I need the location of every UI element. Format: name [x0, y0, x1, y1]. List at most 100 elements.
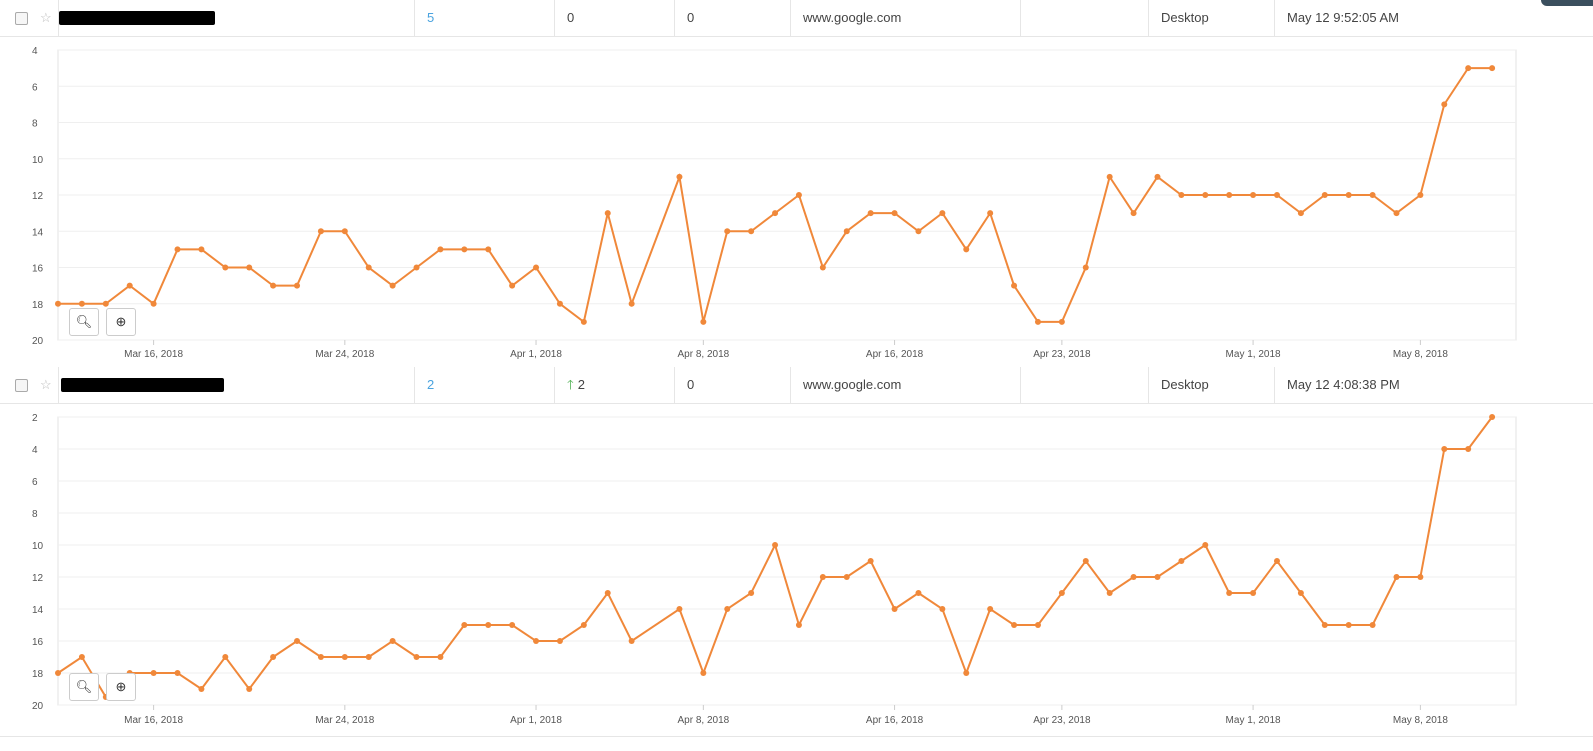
zoom-out-button[interactable]: 🔍︎: [69, 308, 99, 336]
x-tick-label: Apr 16, 2018: [866, 349, 924, 360]
data-point: [843, 574, 850, 580]
data-point: [1465, 65, 1472, 72]
url-cell: [1020, 367, 1148, 403]
zoom-in-button[interactable]: ⊕: [106, 673, 136, 701]
data-point: [1393, 574, 1400, 580]
x-tick-label: Mar 16, 2018: [124, 349, 183, 360]
next-row-partial: [0, 736, 1593, 751]
data-point: [700, 318, 707, 325]
device-cell: Desktop: [1148, 367, 1274, 403]
data-point: [1489, 414, 1496, 420]
data-point: [461, 246, 468, 253]
data-point: [509, 622, 516, 628]
y-tick-label: 6: [32, 477, 38, 488]
data-point: [748, 590, 755, 596]
arrow-up-icon: 🡑: [567, 377, 574, 392]
data-point: [987, 606, 994, 612]
data-point: [1178, 558, 1185, 564]
data-point: [126, 282, 133, 289]
data-point: [915, 590, 922, 596]
data-point: [700, 670, 707, 676]
redacted-keyword: [59, 11, 215, 25]
data-point: [915, 228, 922, 235]
data-point: [1034, 622, 1041, 628]
zoom-out-icon: 🔍︎: [75, 314, 93, 329]
data-point: [1202, 192, 1209, 198]
zoom-out-button[interactable]: 🔍︎: [69, 673, 99, 701]
data-point: [1273, 192, 1280, 198]
y-tick-label: 20: [32, 701, 44, 712]
updated-cell: May 12 9:52:05 AM: [1274, 0, 1593, 36]
data-point: [772, 542, 779, 548]
data-point: [150, 300, 157, 307]
data-point: [819, 264, 826, 271]
y-tick-label: 16: [32, 637, 44, 648]
y-tick-label: 12: [32, 191, 44, 202]
position-cell[interactable]: 5: [414, 0, 554, 36]
data-point: [628, 300, 635, 307]
data-point: [1489, 65, 1496, 72]
checkbox-icon[interactable]: [15, 379, 28, 392]
zoom-in-button[interactable]: ⊕: [106, 308, 136, 336]
keyword-row[interactable]: ☆ 2 🡑 2 0 www.google.com Desktop May 12 4…: [0, 367, 1593, 404]
data-point: [1154, 574, 1161, 580]
data-point: [867, 558, 874, 564]
y-tick-label: 10: [32, 541, 44, 552]
x-tick-label: Apr 1, 2018: [510, 715, 562, 726]
data-point: [1297, 210, 1304, 217]
y-tick-label: 4: [32, 46, 38, 57]
change-value: 2: [577, 377, 585, 392]
data-point: [55, 670, 61, 676]
keyword-row[interactable]: ☆ 5 0 0 www.google.com Desktop May 12 9:…: [0, 0, 1593, 37]
data-point: [461, 622, 468, 628]
data-point: [676, 606, 683, 612]
best-cell: 0: [674, 0, 790, 36]
data-point: [222, 264, 229, 271]
data-point: [509, 282, 516, 289]
data-point: [556, 300, 563, 307]
data-point: [556, 638, 563, 644]
data-point: [389, 282, 396, 289]
data-point: [1417, 192, 1424, 198]
change-cell: 🡑 2: [554, 367, 674, 403]
checkbox-icon[interactable]: [15, 12, 28, 25]
data-point: [1011, 282, 1018, 289]
data-point: [963, 670, 970, 676]
y-tick-label: 8: [32, 509, 38, 520]
y-tick-label: 18: [32, 669, 44, 680]
y-tick-label: 12: [32, 573, 44, 584]
star-icon[interactable]: ☆: [40, 377, 52, 392]
data-point: [1250, 590, 1257, 596]
data-point: [198, 246, 205, 253]
y-tick-label: 10: [32, 155, 44, 166]
best-cell: 0: [674, 367, 790, 403]
keyword-cell: [58, 367, 414, 403]
data-point: [963, 246, 970, 253]
data-point: [389, 638, 396, 644]
data-point: [1441, 446, 1448, 452]
data-point: [413, 654, 420, 660]
star-icon[interactable]: ☆: [40, 10, 52, 25]
ranking-chart-svg: 2 4 6 8 10 12 14 16 18 20 Mar 16, 2018 Mar 24, 2018…: [32, 413, 1517, 726]
position-cell[interactable]: 2: [414, 367, 554, 403]
data-point: [174, 670, 181, 676]
y-tick-label: 4: [32, 445, 38, 456]
data-point: [724, 606, 731, 612]
data-point: [1297, 590, 1304, 596]
y-tick-label: 6: [32, 82, 38, 93]
plot-area: [57, 416, 1517, 706]
ranking-history-chart: 4 6 8 10 12 14 16 18 20 Mar 16, 2018 Mar 24, 2018 A…: [0, 38, 1593, 368]
data-point: [1082, 558, 1089, 564]
y-tick-label: 2: [32, 413, 38, 424]
data-point: [1058, 590, 1065, 596]
data-point: [174, 246, 181, 253]
keyword-cell: [58, 0, 414, 36]
data-point: [1130, 210, 1137, 217]
y-tick-label: 14: [32, 605, 44, 616]
data-point: [270, 654, 277, 660]
data-point: [676, 173, 683, 180]
data-point: [533, 638, 540, 644]
search-engine-cell: www.google.com: [790, 367, 1020, 403]
data-point: [485, 622, 492, 628]
data-point: [437, 246, 444, 253]
